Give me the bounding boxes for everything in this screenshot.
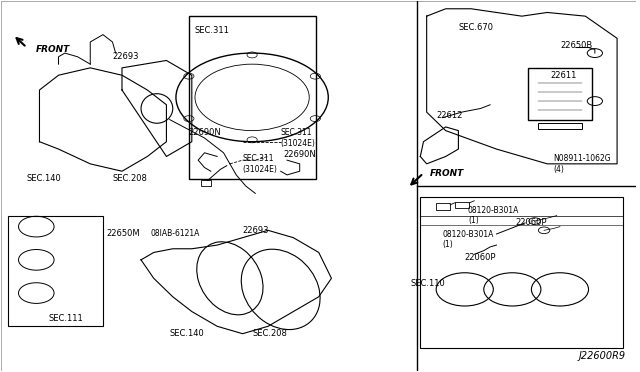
Text: SEC.670: SEC.670 — [458, 23, 493, 32]
Text: FRONT: FRONT — [36, 45, 70, 54]
Text: 22611: 22611 — [550, 71, 577, 80]
Text: FRONT: FRONT — [430, 169, 464, 177]
Text: SEC.208: SEC.208 — [252, 329, 287, 338]
Bar — [202, 180, 211, 186]
Text: 08120-B301A
(1): 08120-B301A (1) — [442, 230, 494, 249]
Text: 22060P: 22060P — [465, 253, 496, 263]
Text: SEC.111: SEC.111 — [49, 314, 84, 323]
Text: SEC.311
(31024E): SEC.311 (31024E) — [243, 154, 278, 174]
Text: 22060P: 22060P — [516, 218, 547, 227]
Text: SEC.140: SEC.140 — [27, 174, 61, 183]
Bar — [538, 123, 582, 129]
Text: SEC.140: SEC.140 — [170, 329, 204, 338]
Text: SEC.110: SEC.110 — [411, 279, 445, 288]
Text: J22600R9: J22600R9 — [579, 351, 626, 361]
Bar — [528, 68, 592, 119]
Text: 22690N: 22690N — [284, 150, 317, 159]
Text: 22693: 22693 — [113, 52, 139, 61]
Text: 22612: 22612 — [436, 111, 463, 121]
Text: SEC.208: SEC.208 — [113, 174, 147, 183]
Text: SEC.311: SEC.311 — [195, 26, 230, 35]
Text: 08120-B301A
(1): 08120-B301A (1) — [468, 206, 519, 225]
Text: N08911-1062G
(4): N08911-1062G (4) — [554, 154, 611, 174]
Bar — [436, 203, 450, 210]
Text: 22650M: 22650M — [106, 230, 140, 238]
Bar — [455, 202, 469, 208]
Text: SEC.311
(31024E): SEC.311 (31024E) — [281, 128, 316, 148]
Text: 08IAB-6121A: 08IAB-6121A — [150, 230, 200, 238]
Text: 22650B: 22650B — [560, 41, 592, 50]
Text: 22690N: 22690N — [189, 128, 221, 137]
Text: 22693: 22693 — [243, 226, 269, 235]
